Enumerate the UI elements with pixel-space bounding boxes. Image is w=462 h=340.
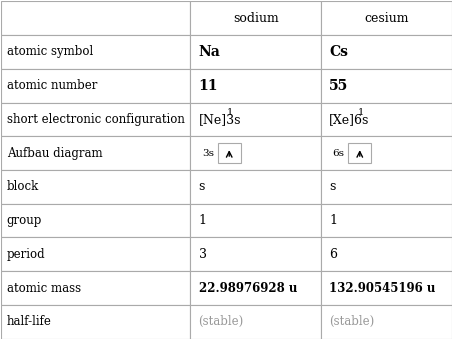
Bar xyxy=(321,305,452,339)
Text: s: s xyxy=(199,180,205,193)
Bar xyxy=(321,35,452,69)
Bar xyxy=(1,69,190,103)
Bar xyxy=(1,305,190,339)
Text: 1: 1 xyxy=(227,108,233,117)
Text: Na: Na xyxy=(199,45,220,59)
Text: group: group xyxy=(7,214,42,227)
Text: cesium: cesium xyxy=(364,12,408,25)
Text: 11: 11 xyxy=(199,79,218,93)
Bar xyxy=(321,271,452,305)
Text: (stable): (stable) xyxy=(329,315,374,328)
Bar xyxy=(190,103,321,136)
Bar xyxy=(321,103,452,136)
Bar xyxy=(1,271,190,305)
Bar xyxy=(190,136,321,170)
Bar xyxy=(1,103,190,136)
Text: 1: 1 xyxy=(358,108,364,117)
Bar xyxy=(1,237,190,271)
Bar xyxy=(1,170,190,204)
Bar xyxy=(190,237,321,271)
Bar xyxy=(190,271,321,305)
Text: 3s: 3s xyxy=(202,149,214,158)
Text: block: block xyxy=(7,180,39,193)
Text: 22.98976928 u: 22.98976928 u xyxy=(199,282,297,294)
Bar xyxy=(348,143,371,163)
Text: short electronic configuration: short electronic configuration xyxy=(7,113,185,126)
Bar xyxy=(218,143,241,163)
Text: (stable): (stable) xyxy=(199,315,244,328)
Bar xyxy=(190,204,321,237)
Bar xyxy=(321,69,452,103)
Text: 6s: 6s xyxy=(333,149,345,158)
Text: s: s xyxy=(329,180,335,193)
Bar xyxy=(321,237,452,271)
Text: 1: 1 xyxy=(199,214,207,227)
Bar xyxy=(321,1,452,35)
Text: atomic symbol: atomic symbol xyxy=(7,46,93,58)
Bar xyxy=(1,1,190,35)
Text: sodium: sodium xyxy=(233,12,279,25)
Text: atomic mass: atomic mass xyxy=(7,282,81,294)
Bar xyxy=(190,305,321,339)
Text: Aufbau diagram: Aufbau diagram xyxy=(7,147,103,160)
Bar xyxy=(321,136,452,170)
Text: Cs: Cs xyxy=(329,45,348,59)
Bar xyxy=(1,35,190,69)
Text: 55: 55 xyxy=(329,79,348,93)
Text: [Xe]6s: [Xe]6s xyxy=(329,113,370,126)
Text: half-life: half-life xyxy=(7,315,52,328)
Bar xyxy=(190,1,321,35)
Text: 3: 3 xyxy=(199,248,207,261)
Bar xyxy=(1,136,190,170)
Text: 132.90545196 u: 132.90545196 u xyxy=(329,282,436,294)
Bar xyxy=(190,69,321,103)
Bar xyxy=(1,204,190,237)
Text: period: period xyxy=(7,248,45,261)
Bar xyxy=(190,35,321,69)
Text: 1: 1 xyxy=(329,214,337,227)
Text: 6: 6 xyxy=(329,248,337,261)
Bar xyxy=(321,204,452,237)
Bar xyxy=(321,170,452,204)
Text: atomic number: atomic number xyxy=(7,79,97,92)
Text: [Ne]3s: [Ne]3s xyxy=(199,113,241,126)
Bar xyxy=(190,170,321,204)
